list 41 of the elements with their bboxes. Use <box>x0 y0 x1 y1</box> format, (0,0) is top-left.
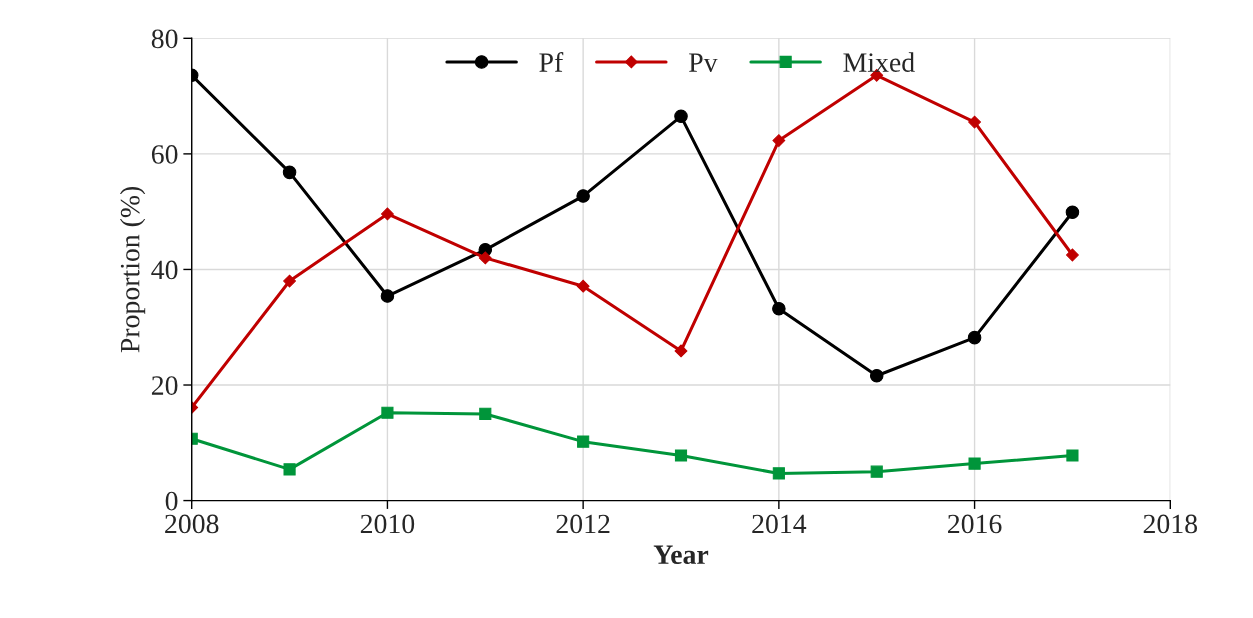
y-tick-label: 0 <box>165 491 178 511</box>
point <box>576 189 590 203</box>
point <box>772 134 786 147</box>
point <box>869 369 884 383</box>
point <box>968 457 981 470</box>
point <box>576 279 590 293</box>
point <box>380 289 395 303</box>
x-tick-label: 2012 <box>556 514 610 534</box>
point <box>1066 248 1079 262</box>
point <box>772 467 785 480</box>
x-tick-label: 2018 <box>1143 514 1198 534</box>
point <box>967 330 982 345</box>
legend-label: Pv <box>689 53 718 72</box>
point <box>283 274 296 288</box>
point <box>577 435 590 448</box>
y-axis-title: Proportion (%) <box>119 186 146 353</box>
point <box>674 344 688 358</box>
y-tick-label: 20 <box>151 376 178 395</box>
point <box>381 207 394 221</box>
point <box>381 406 394 419</box>
x-tick-label: 2008 <box>165 514 219 534</box>
x-axis-title: Year <box>653 545 709 565</box>
y-tick-label: 40 <box>151 260 178 280</box>
point <box>283 463 296 476</box>
point <box>968 115 981 129</box>
x-tick-label: 2016 <box>948 514 1002 534</box>
point <box>674 109 688 124</box>
y-tick-label: 60 <box>151 145 178 164</box>
point <box>772 301 786 316</box>
y-tick-label: 80 <box>151 29 178 49</box>
point <box>1066 449 1079 462</box>
x-tick-label: 2010 <box>360 514 415 534</box>
x-tick-label: 2014 <box>752 514 807 534</box>
point <box>478 251 492 265</box>
point <box>282 165 297 180</box>
legend-label: Mixed <box>843 52 915 72</box>
point <box>674 449 688 462</box>
point <box>479 407 492 420</box>
point <box>870 465 883 478</box>
legend-label: Pf <box>539 52 564 72</box>
point <box>1065 205 1080 220</box>
